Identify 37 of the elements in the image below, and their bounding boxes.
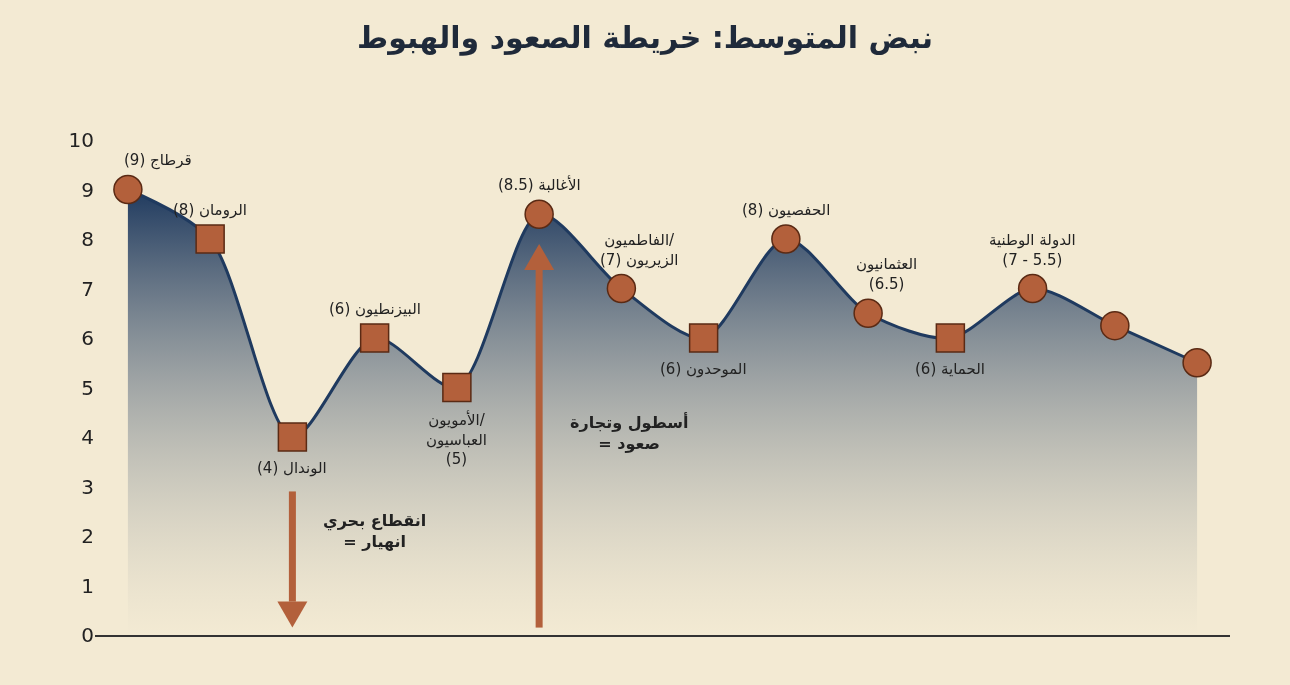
data-label: الحفصيون (8) [742, 201, 831, 219]
point [277, 422, 308, 452]
data-label: الأغالبة (8.5) [498, 175, 581, 194]
y-tick-label: 7 [81, 276, 94, 301]
data-label: قرطاج (9) [124, 151, 192, 170]
data-label: الحماية (6) [915, 360, 985, 378]
data-label: الرومان (8) [173, 201, 247, 219]
point [359, 323, 390, 353]
point [1100, 310, 1130, 341]
data-label: الموحدون (6) [660, 360, 747, 378]
chart-title: نبض المتوسط: خريطة الصعود والهبوط [357, 20, 933, 57]
point [1182, 348, 1212, 378]
data-label: الفاطميون/ الزيريون (7) [600, 231, 679, 269]
point [935, 323, 966, 353]
point [113, 174, 143, 205]
data-label: البيزنطيون (6) [329, 300, 421, 318]
annotation: انقطاع بحري = انهيار [323, 511, 427, 551]
y-tick-label: 3 [81, 474, 94, 499]
point [195, 224, 225, 254]
point [771, 224, 801, 254]
point [606, 273, 637, 304]
point [524, 199, 554, 229]
y-tick-label: 1 [81, 573, 94, 598]
y-tick-label: 5 [81, 375, 94, 400]
point [853, 298, 883, 328]
y-tick-label: 0 [81, 623, 94, 647]
y-tick-label: 9 [81, 177, 94, 202]
point [442, 372, 472, 403]
y-tick-label: 10 [68, 128, 94, 152]
point [1017, 273, 1048, 304]
y-tick-label: 8 [81, 227, 94, 251]
y-tick-label: 6 [81, 326, 94, 350]
y-tick-label: 2 [81, 524, 94, 548]
point [688, 323, 719, 353]
annotation: أسطول وتجارة = صعود [570, 412, 689, 453]
y-tick-label: 4 [81, 425, 94, 449]
data-label: الوندال (4) [257, 459, 327, 477]
